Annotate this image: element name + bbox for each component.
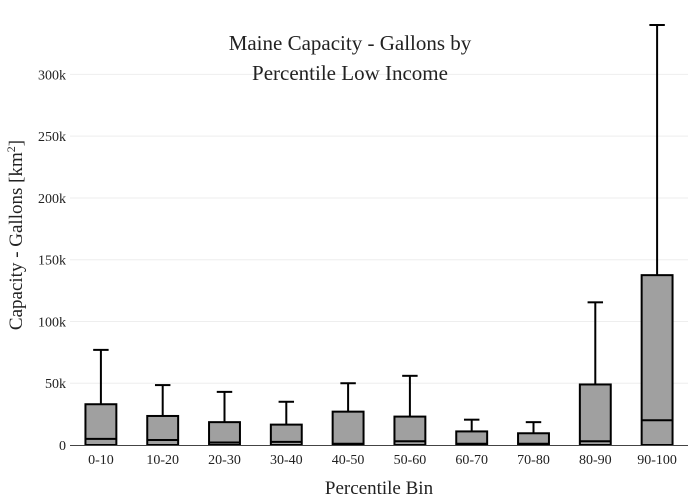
- y-tick-label: 250k: [38, 130, 66, 145]
- y-axis-title-sup: 2: [4, 146, 18, 152]
- iqr-box: [578, 383, 612, 446]
- box-10-20: [146, 384, 180, 446]
- iqr-box: [393, 415, 427, 446]
- chart-title-line-2: Percentile Low Income: [252, 61, 448, 85]
- y-tick-label: 50k: [45, 377, 66, 392]
- y-tick-labels: 0 50k 100k 150k 200k 250k 300k: [38, 68, 66, 454]
- x-tick-label: 10-20: [146, 453, 179, 468]
- y-tick-label: 300k: [38, 68, 66, 83]
- iqr-box: [331, 410, 365, 447]
- box-40-50: [331, 382, 365, 447]
- y-tick-label: 150k: [38, 254, 66, 269]
- box-50-60: [393, 374, 427, 446]
- x-tick-labels: 0-10 10-20 20-30 30-40 40-50 50-60 60-70 70-80 8…: [88, 453, 677, 468]
- iqr-box: [640, 274, 674, 446]
- x-tick-label: 80-90: [579, 453, 612, 468]
- x-tick-label: 70-80: [517, 453, 550, 468]
- x-tick-label: 0-10: [88, 453, 114, 468]
- box-80-90: [578, 301, 612, 446]
- y-tick-label: 100k: [38, 315, 66, 330]
- grid-lines: [70, 73, 688, 384]
- x-tick-label: 20-30: [208, 453, 241, 468]
- box-30-40: [269, 400, 303, 446]
- x-tick-label: 60-70: [455, 453, 488, 468]
- box-20-30: [208, 390, 241, 447]
- x-tick-label: 50-60: [394, 453, 427, 468]
- chart-title-line-1: Maine Capacity - Gallons by: [229, 31, 472, 55]
- box-90-100: [640, 24, 674, 446]
- x-tick-label: 90-100: [637, 453, 677, 468]
- y-axis-title-end: ]: [6, 140, 27, 146]
- x-tick-label: 40-50: [332, 453, 365, 468]
- x-axis-title: Percentile Bin: [325, 478, 434, 499]
- box-70-80: [517, 421, 550, 447]
- x-tick-label: 30-40: [270, 453, 303, 468]
- y-axis-title: Capacity - Gallons [km2]: [4, 140, 27, 330]
- y-tick-label: 0: [59, 439, 66, 454]
- box-0-10: [84, 348, 118, 446]
- box-series: [84, 24, 674, 447]
- y-axis-title-main: Capacity - Gallons [km: [6, 152, 27, 330]
- box-60-70: [455, 418, 489, 447]
- y-tick-label: 200k: [38, 192, 66, 207]
